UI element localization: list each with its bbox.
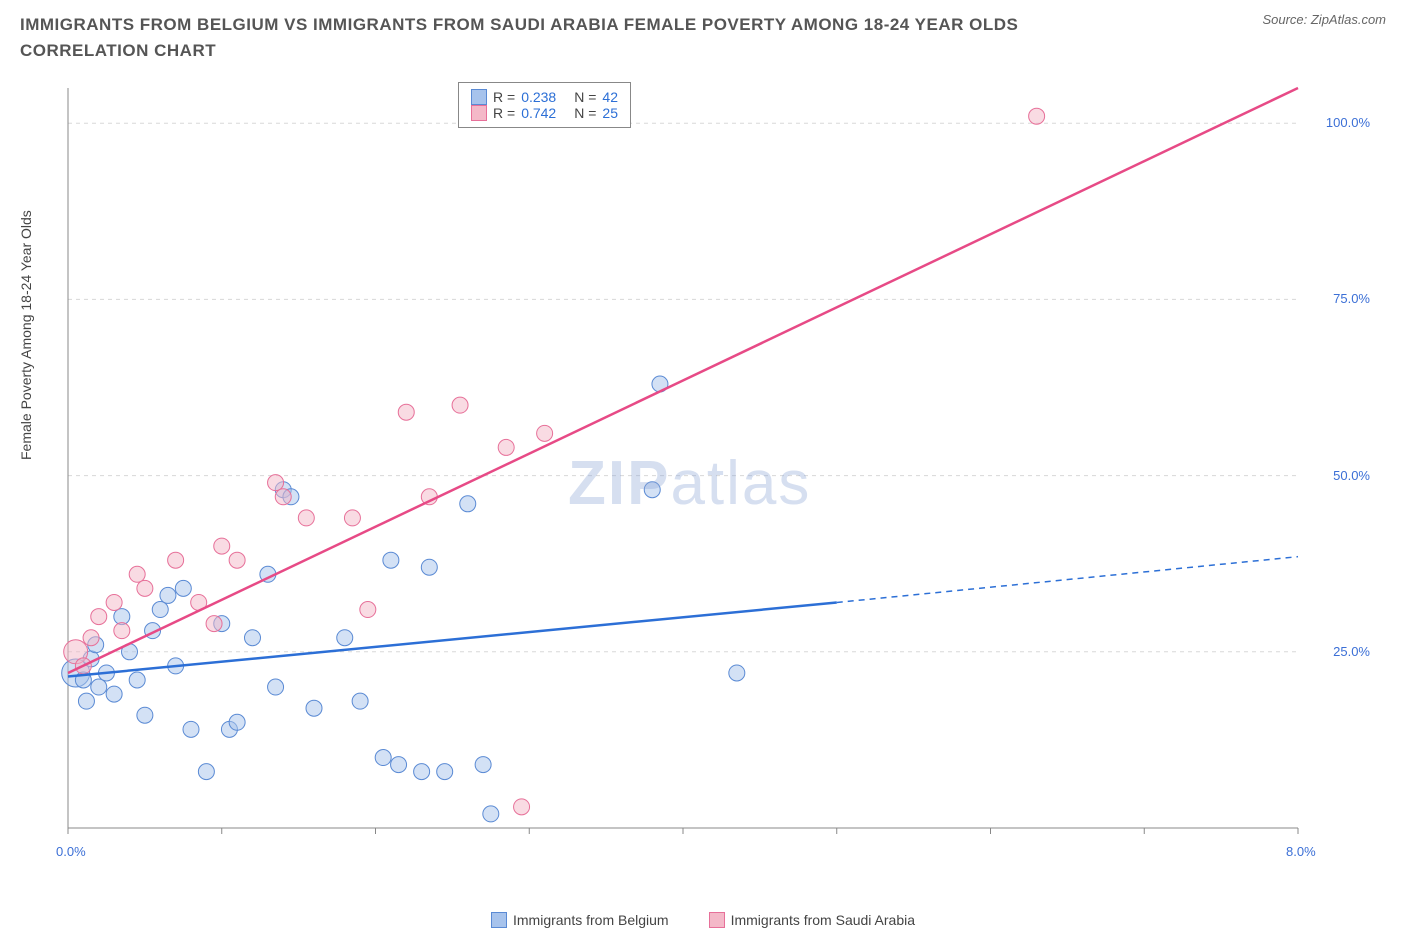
legend-row: R = 0.742 N = 25 <box>471 105 618 121</box>
chart-title: IMMIGRANTS FROM BELGIUM VS IMMIGRANTS FR… <box>20 12 1140 63</box>
y-axis-label: Female Poverty Among 18-24 Year Olds <box>18 210 34 460</box>
x-tick-label: 0.0% <box>56 844 86 859</box>
chart-area: ZIPatlas R = 0.238 N = 42 R = 0.742 N = … <box>58 78 1378 878</box>
y-tick-label: 100.0% <box>1326 115 1370 130</box>
source-label: Source: ZipAtlas.com <box>1262 12 1386 27</box>
y-tick-label: 50.0% <box>1333 468 1370 483</box>
y-tick-label: 75.0% <box>1333 291 1370 306</box>
legend-item: Immigrants from Belgium <box>491 912 669 928</box>
scatter-plot <box>58 78 1378 878</box>
x-tick-label: 8.0% <box>1286 844 1316 859</box>
legend-series: Immigrants from Belgium Immigrants from S… <box>0 912 1406 928</box>
y-tick-label: 25.0% <box>1333 644 1370 659</box>
legend-correlation: R = 0.238 N = 42 R = 0.742 N = 25 <box>458 82 631 128</box>
legend-item: Immigrants from Saudi Arabia <box>709 912 915 928</box>
legend-row: R = 0.238 N = 42 <box>471 89 618 105</box>
